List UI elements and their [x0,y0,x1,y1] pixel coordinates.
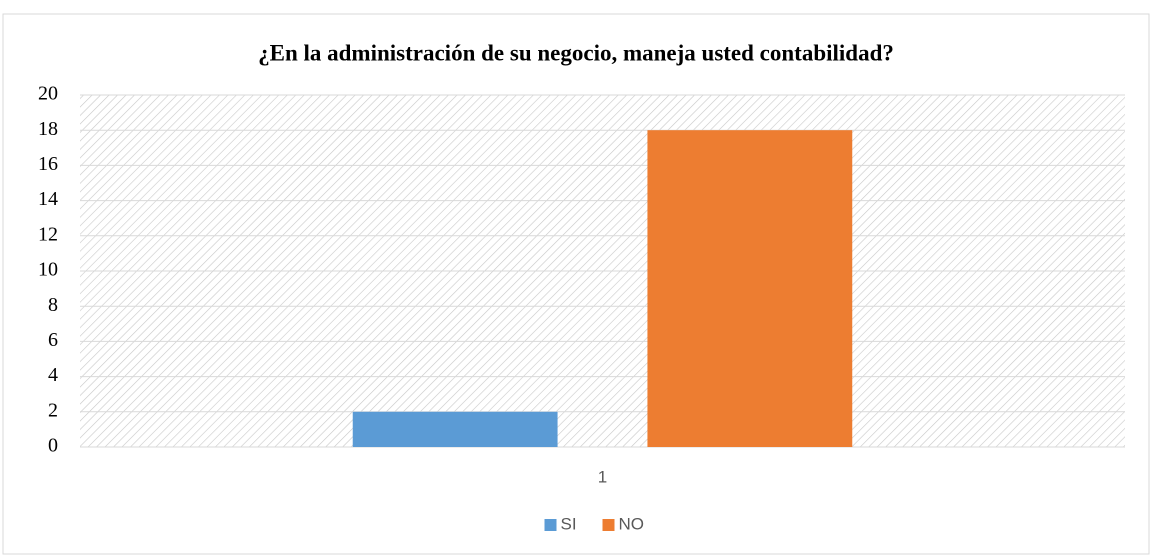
y-tick-label: 18 [38,118,58,140]
y-tick-label: 12 [38,223,58,245]
legend-swatch [544,519,557,531]
legend-swatch [602,519,615,531]
y-tick-label: 14 [38,188,58,210]
y-tick-label: 2 [48,399,58,421]
y-tick-label: 4 [48,364,58,386]
x-tick-label: 1 [598,467,607,486]
y-tick-label: 10 [38,259,58,281]
y-tick-label: 20 [38,83,58,105]
legend-label: SI [561,514,577,533]
y-tick-label: 6 [48,329,58,351]
chart-title: ¿En la administración de su negocio, man… [258,40,894,65]
bar [352,411,558,447]
y-tick-label: 8 [48,294,58,316]
bar [647,130,853,447]
y-tick-label: 0 [48,435,58,457]
legend-label: NO [619,514,645,533]
y-tick-label: 16 [38,153,58,175]
